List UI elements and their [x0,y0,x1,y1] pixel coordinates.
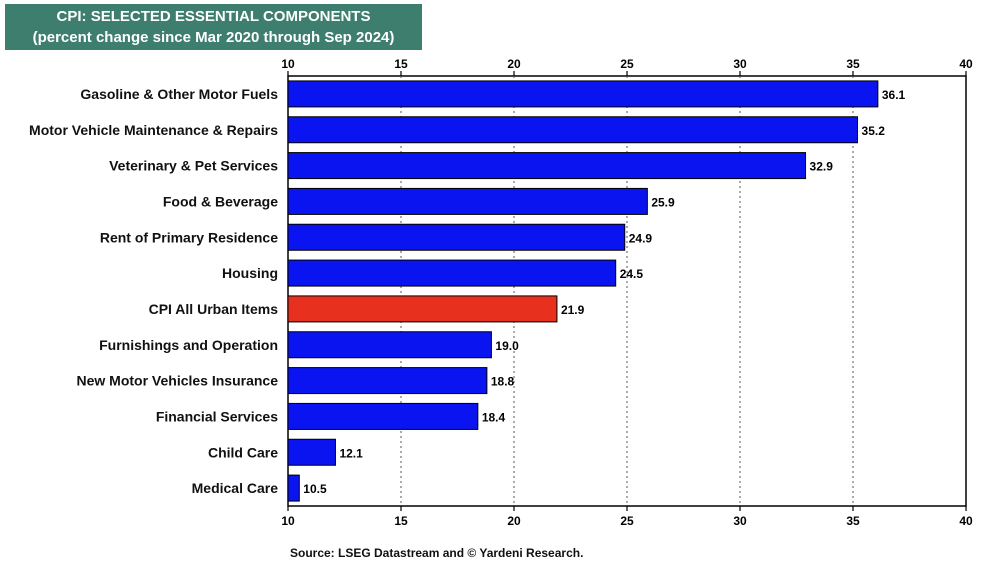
x-tick-label-top: 20 [507,57,521,71]
x-tick-label-bottom: 15 [394,514,408,528]
bar [287,259,617,287]
bar [287,295,558,323]
category-label: Housing [222,265,278,281]
x-tick-label-top: 35 [846,57,860,71]
category-label: Veterinary & Pet Services [109,158,278,174]
data-label: 24.9 [629,231,653,245]
category-label: Motor Vehicle Maintenance & Repairs [29,122,278,138]
bar [287,152,807,180]
category-label: Furnishings and Operation [99,337,278,353]
x-tick-label-bottom: 20 [507,514,521,528]
bar [287,331,492,359]
category-label: New Motor Vehicles Insurance [76,373,278,389]
x-tick-label-top: 30 [733,57,747,71]
data-label: 25.9 [651,195,675,209]
bar [287,80,879,108]
chart-title: CPI: SELECTED ESSENTIAL COMPONENTS [56,8,371,25]
bar [287,474,300,502]
data-label: 24.5 [620,267,644,281]
data-label: 19.0 [495,339,519,353]
x-tick-label-top: 10 [281,57,295,71]
bar [287,223,626,251]
bar [287,367,488,395]
x-tick-label-bottom: 10 [281,514,295,528]
bar [287,187,648,215]
category-label: Medical Care [192,480,279,496]
category-label: Food & Beverage [163,193,278,209]
x-tick-label-bottom: 35 [846,514,860,528]
data-label: 32.9 [810,160,834,174]
bar [287,116,859,144]
source-note: Source: LSEG Datastream and © Yardeni Re… [290,546,584,560]
data-label: 18.4 [482,410,506,424]
x-tick-label-top: 25 [620,57,634,71]
data-label: 10.5 [303,482,327,496]
category-label: Financial Services [156,408,278,424]
x-tick-label-top: 15 [394,57,408,71]
chart-subtitle: (percent change since Mar 2020 through S… [32,29,395,46]
category-label: CPI All Urban Items [149,301,279,317]
x-tick-label-top: 40 [959,57,973,71]
data-label: 12.1 [339,446,363,460]
x-tick-label-bottom: 30 [733,514,747,528]
category-label: Gasoline & Other Motor Fuels [80,86,278,102]
data-label: 18.8 [491,375,515,389]
data-label: 36.1 [882,88,906,102]
data-label: 21.9 [561,303,585,317]
category-label: Child Care [208,444,278,460]
data-label: 35.2 [862,124,886,138]
category-label: Rent of Primary Residence [100,229,278,245]
bar [287,438,336,466]
x-tick-label-bottom: 25 [620,514,634,528]
chart-title-box: CPI: SELECTED ESSENTIAL COMPONENTS (perc… [5,4,422,50]
x-tick-label-bottom: 40 [959,514,973,528]
bar [287,402,479,430]
